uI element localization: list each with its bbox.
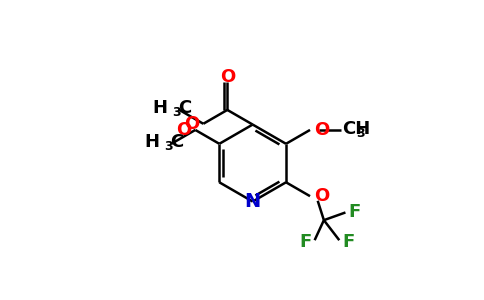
- Text: C: C: [178, 99, 191, 117]
- Text: O: O: [184, 115, 199, 133]
- Text: O: O: [314, 121, 329, 139]
- Text: H: H: [144, 133, 159, 151]
- Text: 3: 3: [165, 140, 173, 153]
- Text: 3: 3: [356, 127, 365, 140]
- Text: F: F: [342, 233, 355, 251]
- Text: H: H: [152, 99, 167, 117]
- Text: 3: 3: [172, 106, 181, 119]
- Text: O: O: [314, 187, 329, 205]
- Text: N: N: [244, 192, 261, 211]
- Text: O: O: [176, 121, 192, 139]
- Text: C: C: [170, 133, 183, 151]
- Text: F: F: [348, 203, 361, 221]
- Text: CH: CH: [342, 120, 371, 138]
- Text: O: O: [220, 68, 235, 86]
- Text: F: F: [299, 233, 312, 251]
